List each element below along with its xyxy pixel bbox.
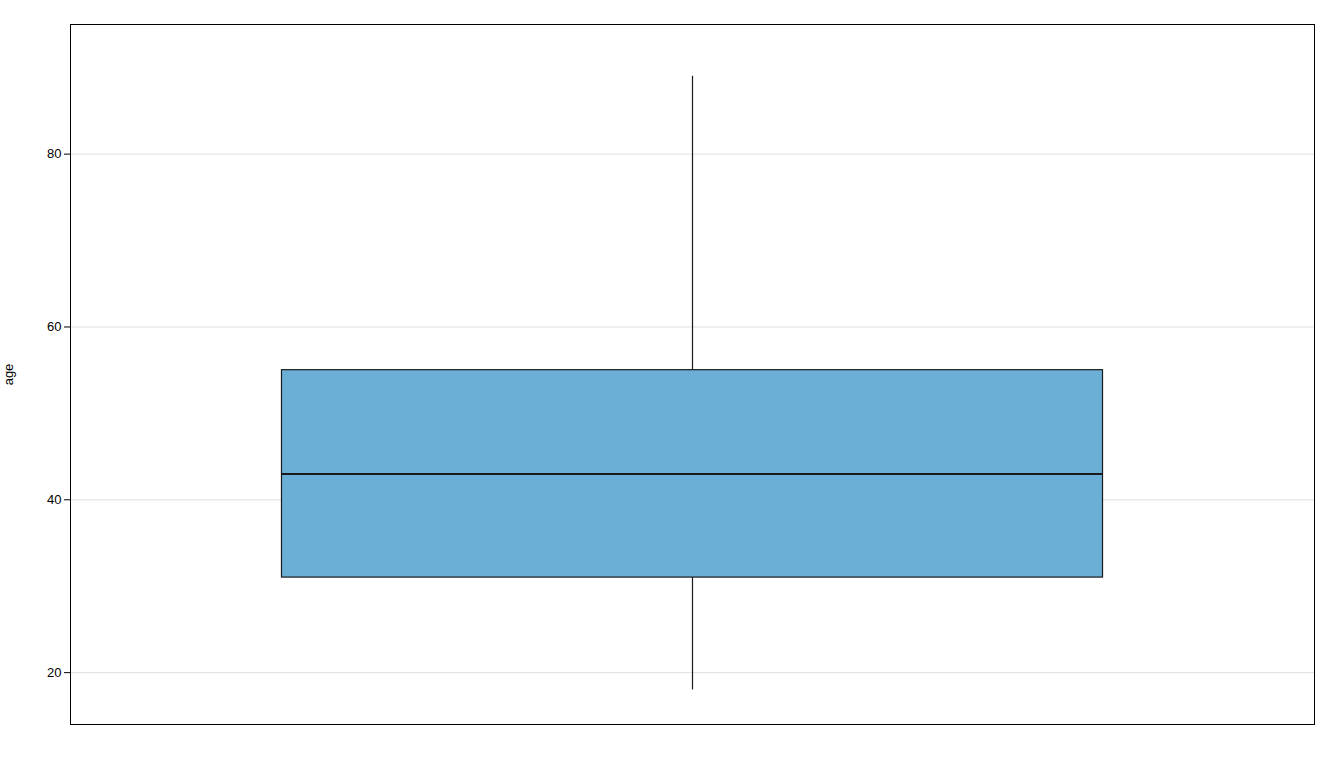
- svg-text:20: 20: [47, 665, 61, 680]
- svg-text:60: 60: [47, 319, 61, 334]
- svg-text:40: 40: [47, 492, 61, 507]
- svg-text:age: age: [1, 364, 16, 386]
- svg-text:80: 80: [47, 146, 61, 161]
